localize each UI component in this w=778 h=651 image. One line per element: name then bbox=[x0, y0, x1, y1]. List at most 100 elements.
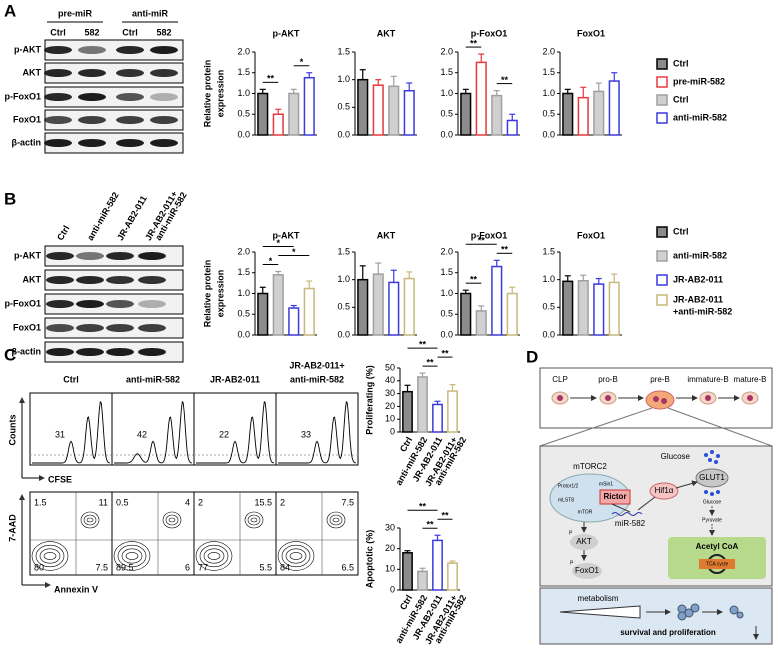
band bbox=[106, 276, 134, 284]
y-tick-label: 1.0 bbox=[440, 288, 453, 298]
cells bbox=[551, 390, 759, 410]
band bbox=[150, 46, 178, 54]
phospho: P bbox=[569, 530, 573, 536]
foxo1-oval bbox=[572, 563, 602, 579]
stage: pro-B bbox=[598, 375, 618, 384]
significance-label: * bbox=[292, 247, 296, 257]
legend-label: pre-miR-582 bbox=[673, 76, 725, 86]
glut1: GLUT1 bbox=[699, 473, 725, 482]
legend-label: Ctrl bbox=[673, 94, 689, 104]
metabolism: metabolism bbox=[578, 594, 619, 603]
y-tick-label: 0.5 bbox=[337, 102, 350, 112]
bar bbox=[577, 280, 589, 336]
contour bbox=[162, 511, 182, 529]
significance-label: ** bbox=[501, 245, 509, 255]
band bbox=[150, 139, 178, 147]
contour bbox=[285, 548, 307, 564]
bar bbox=[608, 80, 620, 136]
y-tick-label: 20 bbox=[385, 401, 395, 411]
bar bbox=[372, 273, 384, 336]
legend-swatch bbox=[656, 274, 668, 286]
glucose-dots bbox=[704, 450, 720, 464]
significance-label: * bbox=[276, 238, 280, 248]
cell-cluster bbox=[729, 605, 744, 619]
band bbox=[46, 348, 74, 356]
tca-box bbox=[668, 537, 766, 579]
diagram: CLP pro-B pre-B immature-B mature-B mTOR… bbox=[539, 367, 773, 645]
subunit: mLST8 bbox=[558, 497, 574, 503]
quadrant-value: 1.5 bbox=[34, 497, 47, 507]
cell-cluster bbox=[677, 603, 700, 621]
contour bbox=[281, 544, 311, 568]
quadrant-value: 4 bbox=[185, 497, 190, 507]
bar bbox=[388, 85, 400, 136]
legend-swatch bbox=[656, 58, 668, 70]
quadrant-value: 77 bbox=[198, 562, 208, 572]
histogram-curve bbox=[114, 400, 193, 464]
contour bbox=[165, 514, 179, 526]
y-tick-label: 40 bbox=[385, 375, 395, 385]
blot-group: anti-miR bbox=[132, 8, 169, 18]
y-tick-label: 1.5 bbox=[237, 267, 250, 277]
y-tick-label: 1.5 bbox=[440, 267, 453, 277]
band bbox=[106, 324, 134, 332]
proliferating-value: 31 bbox=[55, 429, 65, 439]
quadrant-value: 89.5 bbox=[116, 562, 134, 572]
lane-label: 582 bbox=[84, 27, 99, 37]
contour-frame bbox=[193, 491, 277, 576]
blot-row-label: p-FoxO1 bbox=[4, 298, 41, 308]
quadrant-value: 15.5 bbox=[254, 497, 272, 507]
band bbox=[44, 69, 72, 77]
y-tick-label: 0.5 bbox=[337, 302, 350, 312]
band bbox=[46, 324, 74, 332]
blot-row-label: FoxO1 bbox=[13, 322, 41, 332]
y-tick-label: 1.0 bbox=[440, 88, 453, 98]
bar bbox=[506, 292, 518, 336]
y-tick-label: 2.0 bbox=[542, 46, 555, 56]
tca-label-box bbox=[699, 559, 735, 569]
chart-title: p-AKT bbox=[273, 230, 300, 240]
band bbox=[44, 139, 72, 147]
y-axis-label: expression bbox=[215, 270, 225, 318]
band bbox=[138, 300, 166, 308]
bar bbox=[432, 539, 443, 591]
bar bbox=[460, 292, 472, 336]
y-tick-label: 1.5 bbox=[542, 246, 555, 256]
y-tick-label: 0.0 bbox=[237, 129, 250, 139]
significance-label: * bbox=[300, 57, 304, 67]
proliferating-value: 22 bbox=[219, 429, 229, 439]
lane-label: anti-miR-582 bbox=[85, 190, 121, 242]
y-tick-label: 1.5 bbox=[440, 67, 453, 77]
bar bbox=[491, 94, 503, 136]
band bbox=[138, 324, 166, 332]
chart-title: p-FoxO1 bbox=[471, 230, 508, 240]
y-tick-label: 2.0 bbox=[440, 46, 453, 56]
y-tick-label: 1.5 bbox=[337, 46, 350, 56]
quadrant-value: 7.5 bbox=[341, 497, 354, 507]
stage: mature-B bbox=[734, 375, 767, 384]
y-axis-label: Relative protein bbox=[202, 260, 212, 328]
contour bbox=[121, 548, 143, 564]
band bbox=[138, 348, 166, 356]
acetyl-coa: Acetyl CoA bbox=[696, 542, 739, 551]
bar bbox=[357, 78, 369, 136]
significance-label: * bbox=[269, 256, 273, 266]
legend-swatch bbox=[656, 250, 668, 262]
band bbox=[106, 348, 134, 356]
bar bbox=[593, 90, 605, 136]
pyruvate: Pyruvate bbox=[702, 517, 722, 523]
band bbox=[46, 276, 74, 284]
y-tick-label: 0.0 bbox=[237, 329, 250, 339]
panel-letter: C bbox=[4, 345, 16, 364]
band bbox=[44, 116, 72, 124]
significance-label: ** bbox=[470, 275, 478, 285]
histogram-curve bbox=[278, 400, 357, 464]
contour bbox=[168, 517, 176, 523]
y-tick-label: 2.0 bbox=[237, 46, 250, 56]
contour bbox=[86, 517, 94, 523]
inhibit bbox=[611, 503, 631, 513]
flow-column-title: JR-AB2-011 bbox=[210, 374, 260, 384]
legend-label: Ctrl bbox=[673, 226, 689, 236]
band bbox=[78, 139, 106, 147]
blot-row-label: p-AKT bbox=[14, 44, 41, 54]
